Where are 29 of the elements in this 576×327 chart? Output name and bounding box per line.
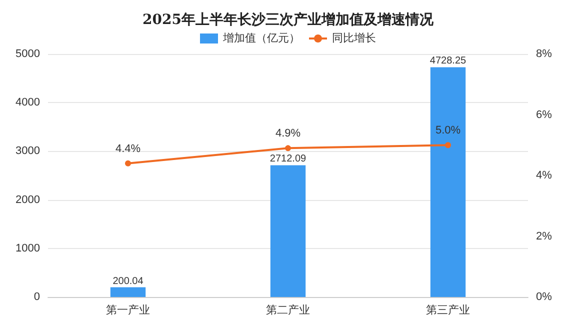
bar [270,165,306,297]
y2-tick-label: 2% [536,230,552,242]
data-label: 2712.09 [270,154,307,165]
point [445,142,451,148]
y-tick-label: 0 [34,291,40,303]
y2-tick-label: 4% [536,170,552,182]
data-label: 4.4% [115,142,141,155]
point [125,160,131,166]
data-label: 5.0% [435,124,461,137]
y-tick-label: 4000 [16,96,40,109]
y-tick-label: 5000 [16,48,40,60]
y2-tick-label: 0% [536,291,552,303]
legend-label: 同比增长 [332,32,376,44]
point [285,145,291,152]
bar [110,287,146,297]
data-label: 4728.25 [430,56,467,67]
data-label: 200.04 [112,276,144,287]
data-label: 4.9% [275,128,301,140]
y2-tick-label: 6% [536,108,552,121]
x-tick-label: 第一产业 [106,304,150,316]
y-tick-label: 3000 [16,145,40,158]
y2-tick-label: 8% [536,48,552,60]
y-tick-label: 1000 [16,242,40,254]
x-tick-label: 第二产业 [266,304,310,316]
legend-label: 增加值（亿元） [222,32,300,44]
x-tick-label: 第三产业 [426,304,470,316]
y-tick-label: 2000 [16,194,40,206]
chart-title: 2025年上半年长沙三次产业增加值及增速情况 [142,11,434,28]
bar [430,67,466,297]
